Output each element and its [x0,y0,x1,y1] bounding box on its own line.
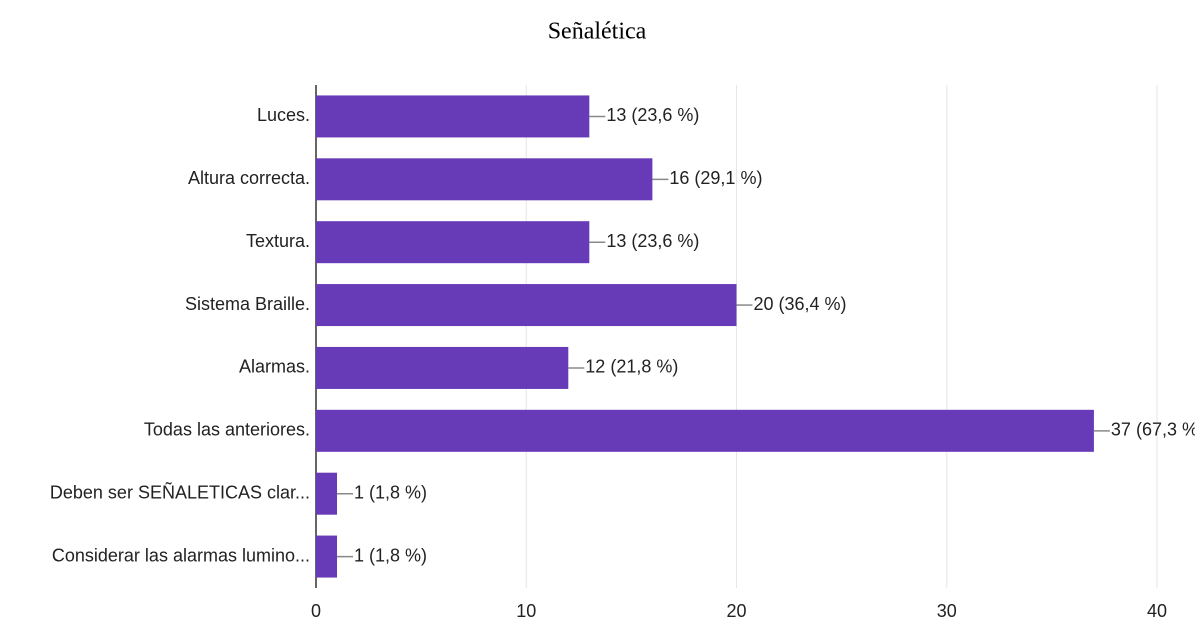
y-tick-label: Sistema Braille. [185,294,310,314]
bar [316,409,1094,452]
x-tick-label: 30 [937,601,957,621]
chart-title: Señalética [548,19,647,45]
bar [316,284,737,327]
y-tick-label: Deben ser SEÑALETICAS clar... [50,481,310,502]
value-label: 1 (1,8 %) [354,545,427,565]
bar [316,95,590,138]
value-label: 1 (1,8 %) [354,482,427,502]
y-tick-label: Luces. [257,105,310,125]
x-tick-label: 0 [311,601,321,621]
y-tick-label: Alarmas. [239,357,310,377]
value-label: 16 (29,1 %) [669,168,762,188]
bar [316,346,569,389]
x-tick-label: 10 [516,601,536,621]
y-tick-label: Todas las anteriores. [144,420,310,440]
y-tick-label: Textura. [246,231,310,251]
value-label: 12 (21,8 %) [585,357,678,377]
bar [316,472,338,515]
value-label: 13 (23,6 %) [606,231,699,251]
y-tick-label: Considerar las alarmas lumino... [52,545,310,565]
value-label: 37 (67,3 %) [1111,420,1195,440]
bar [316,535,338,578]
x-tick-label: 20 [726,601,746,621]
y-tick-label: Altura correcta. [188,168,310,188]
x-tick-label: 40 [1147,601,1167,621]
bar [316,158,653,201]
bar [316,221,590,264]
value-label: 13 (23,6 %) [606,105,699,125]
value-label: 20 (36,4 %) [754,294,847,314]
